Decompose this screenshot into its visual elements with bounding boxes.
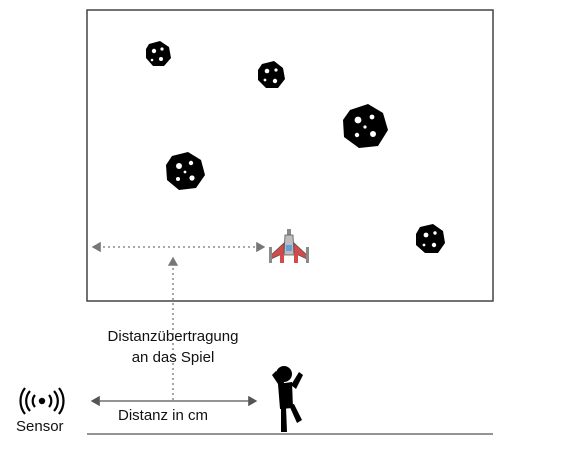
transfer-label: Distanzübertragung an das Spiel	[90, 326, 256, 368]
asteroid-icon	[416, 224, 445, 253]
asteroid-icon	[258, 61, 285, 88]
spaceship-icon	[269, 229, 309, 263]
stick-figure-icon	[272, 366, 303, 432]
distance-label: Distanz in cm	[118, 407, 209, 424]
asteroid-icon	[166, 152, 205, 190]
transfer-label-line2: an das Spiel	[131, 349, 215, 366]
asteroid-icon	[343, 104, 388, 148]
sensor-label: Sensor	[16, 418, 64, 435]
transfer-label-line1: Distanzübertragung	[107, 328, 239, 345]
asteroid-icon	[146, 41, 171, 66]
wireless-sensor-icon	[19, 387, 65, 415]
